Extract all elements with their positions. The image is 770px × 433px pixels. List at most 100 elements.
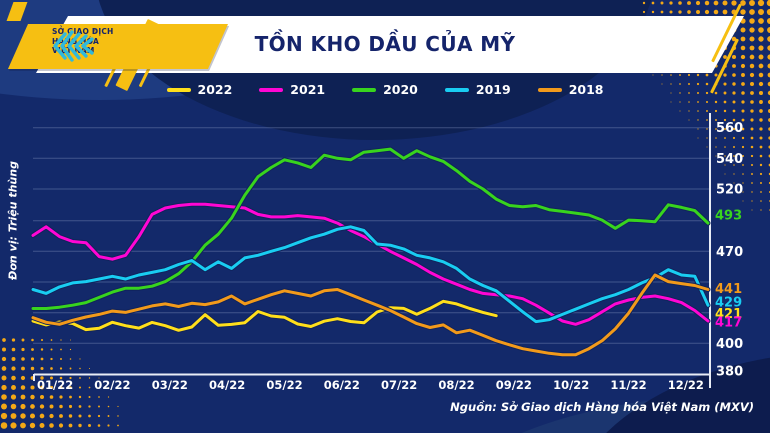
- halftone-dot: [704, 0, 710, 6]
- halftone-dot: [697, 119, 699, 121]
- halftone-dot: [20, 422, 26, 429]
- halftone-dot: [731, 54, 737, 60]
- halftone-dot: [21, 338, 25, 342]
- halftone-dot: [88, 367, 91, 370]
- halftone-dot: [697, 128, 699, 130]
- halftone-dot: [98, 396, 100, 398]
- legend-swatch-2021: [259, 87, 284, 92]
- halftone-dot: [31, 338, 34, 342]
- halftone-dot: [10, 403, 17, 410]
- x-tick-label: 11/22: [610, 378, 646, 392]
- halftone-dot: [760, 200, 762, 202]
- halftone-dot: [767, 63, 770, 69]
- halftone-dot: [759, 172, 763, 176]
- halftone-dot: [107, 396, 110, 398]
- halftone-dot: [714, 100, 718, 104]
- halftone-dot: [20, 413, 26, 419]
- halftone-dot: [705, 73, 709, 77]
- halftone-dot: [1, 403, 7, 410]
- halftone-dot: [749, 45, 755, 51]
- halftone-dot: [98, 405, 100, 408]
- legend-item-2019: 2019: [444, 82, 511, 97]
- halftone-dot: [59, 395, 63, 399]
- halftone-dot: [88, 377, 91, 379]
- halftone-dot: [732, 136, 736, 140]
- halftone-dot: [10, 413, 17, 419]
- halftone-dot: [10, 394, 17, 400]
- halftone-dot: [750, 154, 754, 158]
- halftone-dot: [107, 424, 110, 427]
- halftone-dot: [60, 348, 62, 351]
- halftone-dot: [741, 82, 745, 86]
- halftone-dot: [751, 173, 753, 175]
- halftone-dot: [749, 81, 755, 87]
- halftone-dot: [706, 128, 708, 130]
- halftone-dot: [758, 90, 764, 96]
- halftone-dot: [705, 82, 709, 86]
- halftone-dot: [88, 424, 91, 427]
- halftone-dot: [759, 154, 763, 158]
- halftone-dot: [40, 366, 44, 371]
- halftone-dot: [78, 386, 82, 389]
- halftone-dot: [49, 404, 54, 409]
- halftone-dot: [68, 404, 73, 409]
- halftone-dot: [741, 91, 745, 95]
- halftone-dot: [58, 423, 64, 428]
- halftone-dot: [767, 54, 770, 60]
- halftone-dot: [695, 0, 701, 6]
- halftone-dot: [69, 348, 72, 351]
- halftone-dot: [705, 100, 709, 104]
- halftone-dot: [59, 404, 63, 409]
- halftone-dot: [767, 27, 770, 33]
- halftone-dot: [669, 10, 673, 14]
- legend-label-2018: 2018: [568, 82, 604, 97]
- halftone-dot: [11, 385, 16, 390]
- halftone-dot: [20, 403, 26, 410]
- halftone-dot: [50, 339, 53, 341]
- legend-item-2018: 2018: [537, 82, 604, 97]
- logo-line-2: HÀNG HÓA: [52, 36, 99, 46]
- series-line-2020: [31, 147, 710, 310]
- legend-label-2022: 2022: [197, 82, 233, 97]
- halftone-dot: [50, 348, 53, 351]
- halftone-dot: [741, 73, 745, 77]
- halftone-dot: [679, 83, 681, 85]
- halftone-dot: [20, 375, 26, 381]
- halftone-dot: [670, 74, 672, 76]
- halftone-dot: [20, 385, 26, 390]
- halftone-dot: [740, 54, 746, 60]
- halftone-dot: [751, 200, 753, 202]
- y-tick-label: 400: [716, 337, 743, 352]
- halftone-dot: [49, 413, 54, 419]
- halftone-dot: [706, 110, 708, 112]
- halftone-dot: [697, 101, 699, 103]
- series-end-value-2020: 493: [715, 209, 742, 224]
- legend-swatch-2020: [352, 87, 377, 92]
- halftone-dot: [0, 412, 8, 420]
- halftone-dot: [740, 63, 746, 69]
- halftone-dot: [740, 9, 746, 15]
- registered-mark: ®: [92, 28, 96, 35]
- halftone-dot: [687, 10, 691, 14]
- halftone-dot: [40, 376, 44, 380]
- halftone-dot: [751, 209, 753, 211]
- halftone-dot: [715, 137, 717, 139]
- halftone-dot: [759, 109, 763, 113]
- mxv-logo-mark-icon: ®: [53, 28, 96, 62]
- halftone-dot: [732, 109, 736, 113]
- halftone-dot: [741, 127, 745, 131]
- halftone-dot: [733, 173, 735, 175]
- halftone-dot: [758, 72, 764, 78]
- halftone-dot: [40, 385, 44, 390]
- halftone-dot: [39, 394, 45, 400]
- halftone-dot: [760, 209, 762, 211]
- halftone-dot: [724, 173, 726, 175]
- series-end-value-2019: 429: [715, 296, 742, 311]
- halftone-dot: [651, 10, 655, 14]
- x-tick-label: 10/22: [553, 378, 589, 392]
- halftone-dot: [758, 18, 764, 24]
- halftone-dot: [732, 118, 736, 122]
- halftone-dot: [749, 27, 755, 33]
- halftone-dot: [723, 109, 727, 113]
